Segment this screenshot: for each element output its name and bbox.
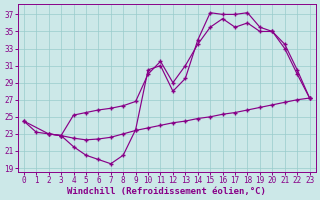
X-axis label: Windchill (Refroidissement éolien,°C): Windchill (Refroidissement éolien,°C): [67, 187, 266, 196]
